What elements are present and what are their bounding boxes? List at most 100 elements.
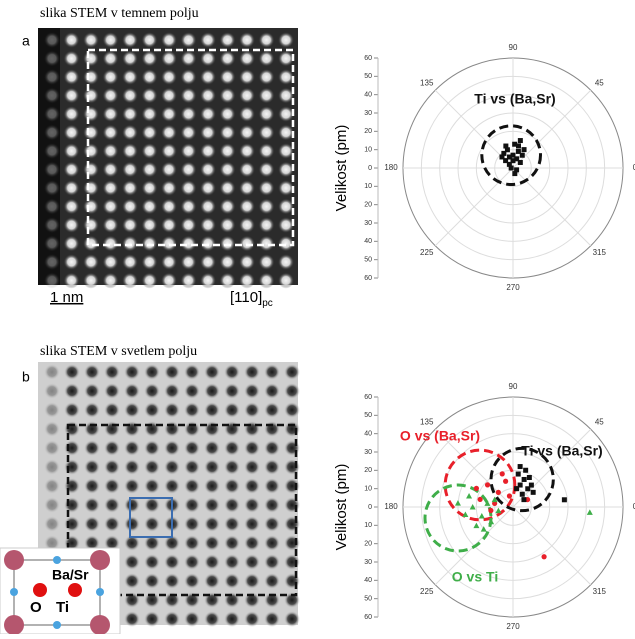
atom-column: [44, 497, 60, 513]
theta-tick-label: 270: [506, 622, 520, 631]
atom-column: [184, 516, 200, 532]
atom-column: [84, 497, 100, 513]
point: [541, 554, 546, 559]
atom-column: [259, 199, 275, 215]
atom-column: [104, 497, 120, 513]
atom-column: [184, 364, 200, 380]
atom-column: [104, 402, 120, 418]
atom-column: [122, 254, 138, 270]
atom-column: [124, 402, 140, 418]
atom-column: [181, 217, 197, 233]
atom-column: [181, 69, 197, 85]
atom-column: [44, 162, 60, 178]
atom-column: [144, 402, 160, 418]
atom-column: [84, 459, 100, 475]
atom-column: [259, 254, 275, 270]
atom-column: [122, 273, 138, 289]
theta-tick-label: 90: [509, 382, 518, 391]
atom-column: [264, 364, 280, 380]
atom-column: [244, 573, 260, 589]
atom-column: [44, 88, 60, 104]
atom-column: [44, 217, 60, 233]
unit-cell-inset: Ba/Sr O Ti: [0, 548, 120, 634]
atom-column: [144, 554, 160, 570]
atom-column: [84, 402, 100, 418]
point: [587, 509, 593, 515]
atom-column: [104, 383, 120, 399]
point: [474, 486, 479, 491]
point: [507, 493, 512, 498]
atom-column: [220, 236, 236, 252]
atom-column: [181, 180, 197, 196]
atom-column: [278, 51, 294, 67]
atom-column: [144, 383, 160, 399]
atom-column: [244, 478, 260, 494]
atom-column: [224, 611, 240, 627]
atom-column: [64, 180, 80, 196]
atom-column: [64, 459, 80, 475]
atom-column: [44, 106, 60, 122]
atom-column: [142, 254, 158, 270]
atom-column: [104, 440, 120, 456]
atom-column: [124, 364, 140, 380]
atom-column: [264, 459, 280, 475]
atom-column: [284, 383, 300, 399]
point: [500, 471, 505, 476]
atom-column: [83, 143, 99, 159]
theta-tick-label: 45: [595, 417, 604, 426]
atom-column: [161, 51, 177, 67]
atom-column: [44, 143, 60, 159]
point: [516, 143, 521, 148]
atom-column: [244, 497, 260, 513]
atom-column: [220, 254, 236, 270]
atom-column: [184, 383, 200, 399]
atom-column: [144, 573, 160, 589]
atom-column: [200, 236, 216, 252]
atom-column: [259, 162, 275, 178]
scale-bar: 1 nm: [50, 289, 83, 306]
atom-column: [164, 383, 180, 399]
atom-column: [200, 180, 216, 196]
atom-column: [220, 180, 236, 196]
atom-column: [220, 125, 236, 141]
zone-axis-main: [110]: [230, 289, 262, 306]
atom-column: [124, 383, 140, 399]
atom-column: [122, 199, 138, 215]
atom-column: [103, 199, 119, 215]
atom-column: [278, 106, 294, 122]
atom-column: [239, 106, 255, 122]
atom-column: [264, 478, 280, 494]
atom-column: [181, 125, 197, 141]
atom-column: [259, 273, 275, 289]
atom-column: [144, 459, 160, 475]
point: [522, 147, 527, 152]
atom-column: [84, 421, 100, 437]
atom-column: [83, 199, 99, 215]
atom-column: [64, 383, 80, 399]
point: [516, 472, 521, 477]
point: [514, 156, 519, 161]
r-tick-label: 50: [364, 412, 372, 419]
point: [518, 464, 523, 469]
atom-column: [103, 180, 119, 196]
atom-column: [278, 236, 294, 252]
atom-column: [244, 554, 260, 570]
r-tick-label: 40: [364, 92, 372, 99]
atom-column: [83, 180, 99, 196]
atom-column: [84, 383, 100, 399]
atom-column: [259, 51, 275, 67]
atom-column: [204, 459, 220, 475]
atom-column: [122, 106, 138, 122]
atom-column: [244, 364, 260, 380]
atom-column: [184, 478, 200, 494]
theta-tick-label: 315: [593, 587, 607, 596]
atom-column: [103, 106, 119, 122]
r-tick-label: 20: [364, 128, 372, 135]
atom-column: [144, 497, 160, 513]
atom-column: [161, 217, 177, 233]
atom-column: [44, 51, 60, 67]
atom-column: [103, 51, 119, 67]
point: [522, 477, 527, 482]
atom-column: [239, 217, 255, 233]
atom-column: [83, 51, 99, 67]
